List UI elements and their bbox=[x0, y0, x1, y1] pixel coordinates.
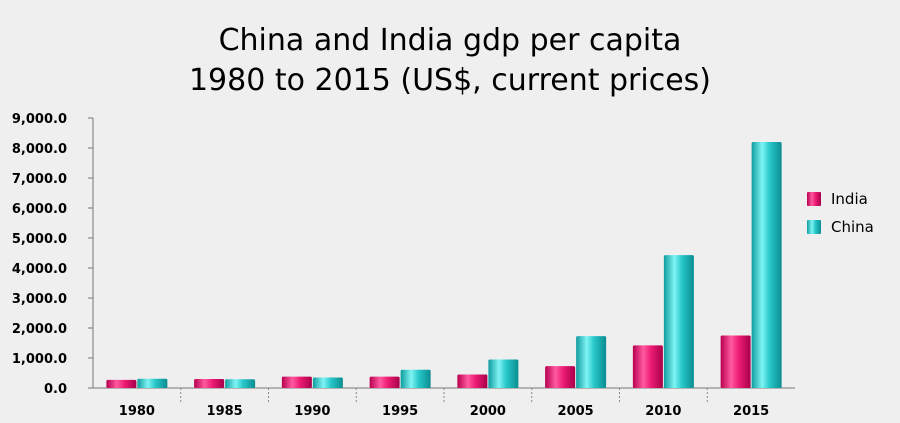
bar-china-2005 bbox=[576, 336, 607, 388]
bar-india-1980 bbox=[106, 379, 137, 388]
x-tick-label: 1995 bbox=[382, 404, 418, 419]
bars bbox=[106, 142, 782, 388]
x-tick-label: 2010 bbox=[645, 404, 681, 419]
y-tick-label: 6,000.0 bbox=[12, 202, 67, 217]
x-tick-label: 2000 bbox=[470, 404, 506, 419]
x-tick-label: 1980 bbox=[119, 404, 155, 419]
legend-swatch-india bbox=[807, 192, 821, 206]
bar-india-1995 bbox=[369, 376, 400, 388]
legend-swatch-china bbox=[807, 220, 821, 234]
chart-title-line-2: 1980 to 2015 (US$, current prices) bbox=[189, 63, 711, 98]
x-tick-label: 2015 bbox=[733, 404, 769, 419]
legend-label-india: India bbox=[831, 190, 868, 208]
bar-india-2015 bbox=[720, 335, 751, 388]
y-tick-label: 4,000.0 bbox=[12, 262, 67, 277]
bar-china-2000 bbox=[488, 359, 519, 388]
y-tick-label: 0.0 bbox=[44, 382, 67, 397]
bar-india-1990 bbox=[281, 376, 312, 388]
y-axis: 0.0 1,000.0 2,000.0 3,000.0 4,000.0 5,000.0 6,… bbox=[12, 112, 94, 397]
y-tick-label: 8,000.0 bbox=[12, 142, 67, 157]
x-axis: 1980 1985 1990 1995 2000 2005 2010 2015 bbox=[93, 387, 795, 419]
bar-china-1990 bbox=[312, 377, 343, 388]
bar-india-2000 bbox=[457, 374, 488, 388]
bar-india-1985 bbox=[194, 379, 225, 388]
bar-india-2010 bbox=[632, 345, 663, 388]
y-tick-label: 2,000.0 bbox=[12, 322, 67, 337]
y-tick-label: 1,000.0 bbox=[12, 352, 67, 367]
bar-india-2005 bbox=[545, 366, 576, 388]
bar-china-1980 bbox=[137, 378, 168, 388]
y-tick-label: 9,000.0 bbox=[12, 112, 67, 127]
legend: India China bbox=[807, 190, 874, 236]
bar-china-2015 bbox=[751, 142, 782, 388]
y-tick-label: 3,000.0 bbox=[12, 292, 67, 307]
y-tick-label: 5,000.0 bbox=[12, 232, 67, 247]
y-tick-label: 7,000.0 bbox=[12, 172, 67, 187]
chart-title-line-1: China and India gdp per capita bbox=[219, 23, 682, 58]
legend-label-china: China bbox=[831, 218, 874, 236]
bar-china-1995 bbox=[400, 369, 431, 388]
x-tick-label: 1990 bbox=[294, 404, 330, 419]
x-tick-label: 1985 bbox=[207, 404, 243, 419]
bar-china-2010 bbox=[663, 255, 694, 388]
x-tick-label: 2005 bbox=[558, 404, 594, 419]
bar-china-1985 bbox=[225, 379, 256, 388]
